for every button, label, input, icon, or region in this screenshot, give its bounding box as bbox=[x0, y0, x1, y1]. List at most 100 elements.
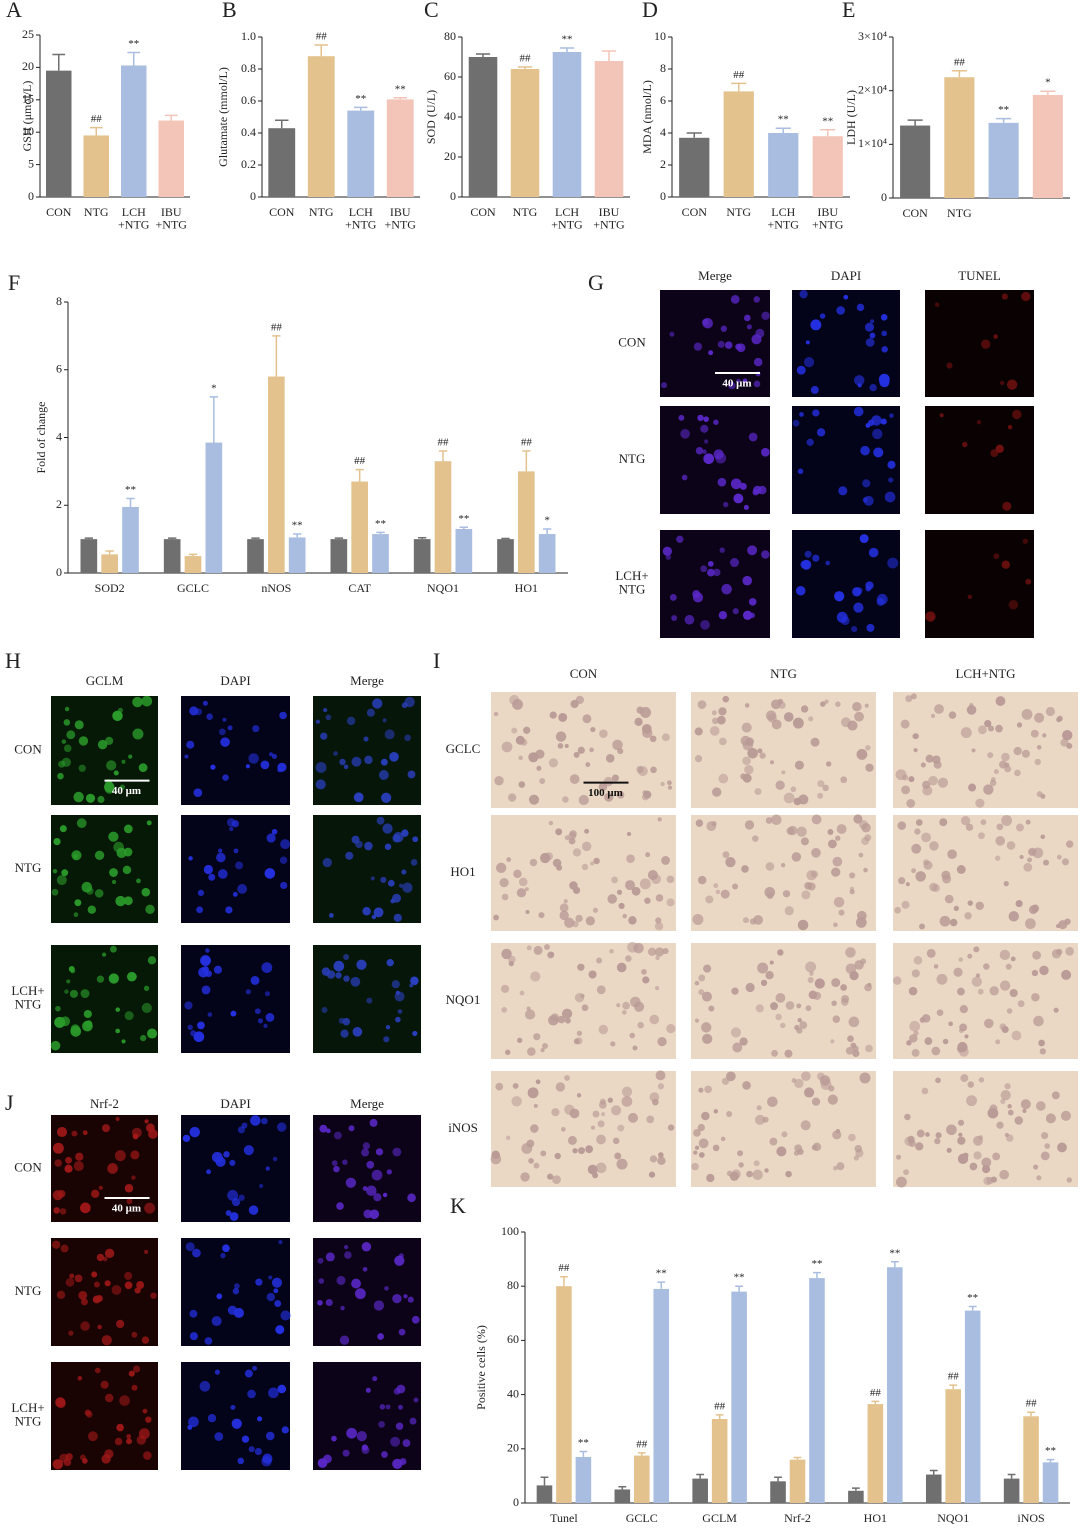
cell bbox=[742, 378, 748, 384]
cell bbox=[493, 914, 499, 921]
x-tick-label: LCH +NTG bbox=[118, 205, 150, 232]
cell bbox=[361, 1148, 370, 1157]
cell bbox=[654, 986, 660, 991]
cell bbox=[71, 1130, 78, 1137]
error-bar bbox=[715, 1414, 724, 1419]
cell bbox=[616, 889, 623, 895]
cell bbox=[533, 945, 543, 955]
cell bbox=[524, 887, 529, 892]
cell bbox=[835, 1128, 841, 1134]
cell bbox=[511, 727, 518, 734]
cell bbox=[280, 1310, 291, 1321]
cell bbox=[939, 818, 948, 827]
cell bbox=[915, 1142, 924, 1151]
cell bbox=[544, 852, 554, 861]
bar bbox=[80, 539, 98, 573]
cell bbox=[622, 913, 627, 919]
cell bbox=[78, 764, 86, 772]
error-bar bbox=[1007, 1473, 1016, 1479]
cell bbox=[71, 850, 82, 861]
cell bbox=[743, 314, 751, 322]
cell bbox=[1042, 733, 1047, 738]
cell bbox=[1013, 746, 1022, 756]
cell bbox=[669, 331, 675, 337]
cell bbox=[60, 1016, 71, 1027]
cell bbox=[268, 1387, 279, 1399]
cell bbox=[185, 1242, 195, 1252]
y-tick-label: 0 bbox=[28, 189, 34, 203]
cell bbox=[115, 1028, 121, 1034]
cell bbox=[957, 1119, 965, 1126]
bar bbox=[268, 128, 296, 197]
cell bbox=[74, 899, 82, 907]
cell bbox=[911, 969, 920, 978]
cell bbox=[499, 878, 509, 888]
cell bbox=[738, 1162, 744, 1168]
scale-bar-label: 40 μm bbox=[722, 377, 751, 389]
cell bbox=[504, 1049, 511, 1056]
micrograph bbox=[691, 815, 876, 931]
cell bbox=[1033, 1015, 1044, 1027]
bar bbox=[518, 471, 535, 573]
cell bbox=[724, 341, 733, 349]
cell bbox=[1060, 738, 1069, 747]
cell bbox=[618, 902, 625, 910]
cell bbox=[104, 1393, 114, 1403]
cell bbox=[920, 762, 926, 768]
cell bbox=[382, 718, 387, 723]
cell bbox=[63, 744, 72, 753]
cell bbox=[582, 714, 592, 724]
cell bbox=[797, 468, 804, 475]
bar bbox=[372, 534, 389, 573]
cell bbox=[342, 1449, 350, 1457]
error-bar bbox=[637, 1452, 646, 1456]
cell bbox=[1027, 857, 1032, 863]
y-tick-label: 2 bbox=[56, 497, 62, 511]
cell bbox=[146, 820, 152, 826]
cell bbox=[101, 1454, 111, 1464]
cell bbox=[757, 962, 769, 974]
cell bbox=[1024, 918, 1036, 930]
cell bbox=[981, 339, 991, 349]
cell bbox=[565, 1017, 571, 1024]
significance-marker: ## bbox=[954, 56, 966, 68]
cell bbox=[247, 1389, 256, 1399]
cell bbox=[827, 1094, 838, 1105]
cell bbox=[107, 1163, 118, 1174]
cell bbox=[964, 912, 972, 920]
significance-marker: ** bbox=[778, 114, 789, 126]
cell bbox=[1002, 501, 1012, 511]
cell bbox=[913, 748, 918, 753]
y-tick-label: 100 bbox=[501, 1224, 519, 1238]
cell bbox=[391, 980, 400, 989]
cell bbox=[1006, 841, 1016, 850]
cell bbox=[748, 432, 758, 442]
x-tick-label: GCLC bbox=[626, 1511, 658, 1525]
cell bbox=[599, 729, 608, 739]
y-tick-label: 1×10⁴ bbox=[858, 136, 887, 150]
error-bar bbox=[696, 1473, 705, 1479]
cell bbox=[967, 1081, 975, 1088]
cell bbox=[271, 828, 278, 835]
cell bbox=[538, 912, 545, 919]
cell bbox=[1039, 1048, 1046, 1055]
cell bbox=[617, 1124, 625, 1132]
cell bbox=[616, 791, 625, 799]
cell bbox=[1001, 815, 1013, 826]
cell bbox=[524, 1009, 536, 1020]
cell bbox=[851, 626, 858, 633]
error-bar bbox=[168, 537, 177, 540]
cell bbox=[694, 1018, 700, 1023]
cell bbox=[1057, 715, 1063, 722]
error-bar bbox=[871, 1400, 880, 1405]
cell bbox=[66, 730, 76, 740]
cell bbox=[731, 1169, 741, 1179]
error-bar bbox=[251, 537, 260, 540]
cell bbox=[58, 760, 66, 768]
cell bbox=[572, 1148, 578, 1154]
cell bbox=[331, 1160, 338, 1167]
row-label: HO1 bbox=[450, 864, 475, 879]
cell bbox=[250, 975, 260, 985]
bar bbox=[413, 539, 431, 573]
cell bbox=[808, 716, 814, 722]
